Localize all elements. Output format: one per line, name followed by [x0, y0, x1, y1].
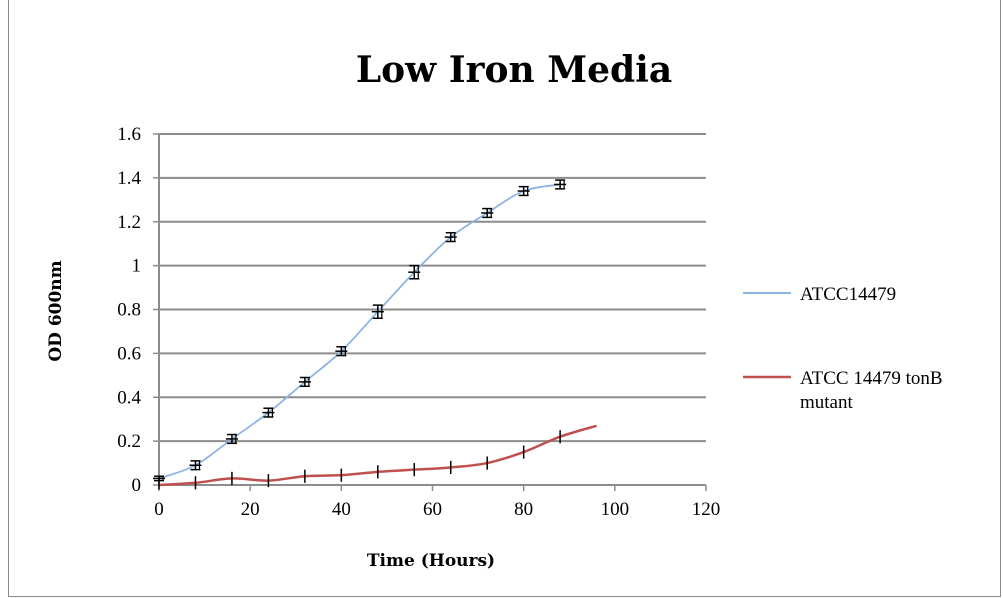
- legend: ATCC14479 ATCC 14479 tonB mutant: [743, 284, 947, 413]
- legend-label-tonb-line2: mutant: [800, 392, 853, 413]
- series-layer: [153, 179, 597, 490]
- error-bar: [408, 264, 421, 280]
- error-bar: [153, 475, 165, 482]
- x-tick-label: 120: [692, 499, 721, 520]
- y-tick-label: 0.2: [117, 431, 141, 452]
- error-bar: [517, 185, 530, 197]
- x-tick-label: 0: [154, 499, 164, 520]
- series-1: [158, 424, 597, 490]
- error-bar: [335, 346, 348, 357]
- y-tick-label: 1.6: [117, 124, 141, 145]
- y-tick-label: 0: [132, 475, 142, 496]
- y-tick-label: 1.2: [117, 212, 141, 233]
- y-tick-label: 0.6: [117, 343, 141, 364]
- y-tick-label: 0.4: [117, 387, 141, 408]
- error-bar: [481, 207, 494, 219]
- x-axis-label: Time (Hours): [367, 551, 495, 571]
- series-line: [158, 183, 561, 480]
- legend-label-tonb-line1: ATCC 14479 tonB: [800, 368, 943, 389]
- error-bar: [371, 304, 384, 320]
- gridlines: [153, 133, 706, 486]
- x-tick-label: 60: [423, 499, 442, 520]
- error-bar: [225, 433, 238, 445]
- axes: [158, 134, 707, 491]
- chart-svg: Low Iron Media 0 0.2 0.4 0.6 0.8 1 1.2 1.4 1.6 0…: [46, 49, 947, 571]
- error-bar: [554, 179, 567, 190]
- y-axis-label: OD 600nm: [46, 260, 66, 361]
- error-bar: [444, 231, 457, 243]
- error-bar: [189, 460, 202, 471]
- y-tick-label: 1.4: [117, 168, 141, 189]
- x-tick-label: 100: [601, 499, 630, 520]
- legend-label-atcc14479: ATCC14479: [800, 284, 896, 305]
- error-bar: [262, 407, 275, 418]
- x-tick-label: 80: [514, 499, 533, 520]
- series-0: [153, 179, 567, 482]
- y-tick-labels: 0 0.2 0.4 0.6 0.8 1 1.2 1.4 1.6: [117, 124, 141, 496]
- x-tick-labels: 0 20 40 60 80 100 120: [154, 499, 720, 520]
- chart-area: Low Iron Media 0 0.2 0.4 0.6 0.8 1 1.2 1.4 1.6 0…: [8, 0, 1001, 597]
- chart-title: Low Iron Media: [356, 49, 672, 91]
- x-tick-label: 20: [241, 499, 260, 520]
- error-bar: [298, 376, 311, 388]
- legend-label-tonb-mutant: ATCC 14479 tonB mutant: [800, 368, 947, 413]
- y-tick-label: 0.8: [117, 300, 141, 321]
- x-tick-label: 40: [332, 499, 351, 520]
- y-tick-label: 1: [132, 256, 142, 277]
